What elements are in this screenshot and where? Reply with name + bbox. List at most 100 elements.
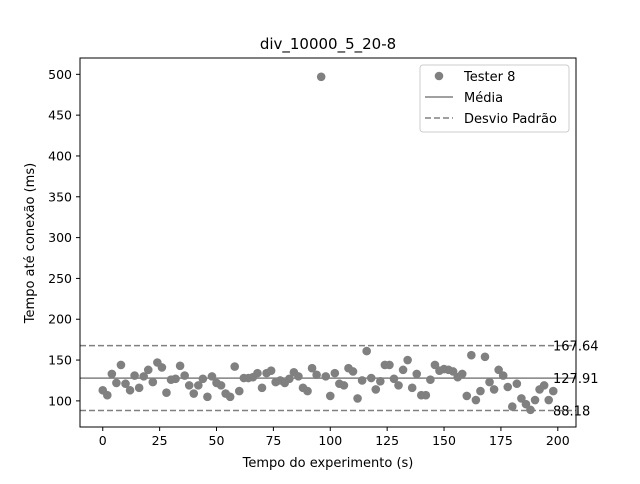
data-point bbox=[312, 370, 321, 380]
x-tick-label: 100 bbox=[318, 433, 342, 448]
y-tick-label: 150 bbox=[48, 353, 72, 368]
data-point bbox=[130, 371, 139, 380]
data-point bbox=[462, 391, 472, 401]
data-point bbox=[485, 377, 494, 387]
data-point bbox=[476, 386, 485, 396]
data-point bbox=[376, 376, 385, 386]
data-point bbox=[530, 395, 540, 405]
y-tick-label: 450 bbox=[48, 108, 72, 123]
data-point bbox=[112, 378, 121, 388]
chart-title: div_10000_5_20-8 bbox=[260, 35, 396, 54]
data-point bbox=[403, 355, 412, 365]
data-point bbox=[121, 379, 130, 389]
data-point bbox=[526, 405, 535, 415]
y-tick-label: 200 bbox=[48, 312, 72, 327]
data-point bbox=[426, 375, 435, 384]
data-point bbox=[303, 386, 312, 396]
data-point bbox=[266, 366, 276, 375]
data-point bbox=[348, 367, 358, 376]
data-point bbox=[371, 385, 381, 394]
data-point bbox=[512, 379, 522, 389]
data-point bbox=[294, 372, 303, 381]
data-point bbox=[194, 381, 203, 390]
legend-box bbox=[419, 64, 570, 133]
data-point bbox=[157, 363, 167, 372]
data-point bbox=[103, 390, 112, 400]
y-tick-label: 500 bbox=[48, 67, 72, 82]
data-point bbox=[480, 352, 490, 362]
x-tick-label: 75 bbox=[265, 433, 281, 448]
y-tick-label: 350 bbox=[48, 189, 72, 204]
data-point bbox=[489, 385, 499, 394]
data-point bbox=[503, 382, 513, 392]
plot-frame bbox=[79, 57, 577, 428]
data-point bbox=[385, 360, 394, 370]
data-point bbox=[180, 371, 189, 380]
data-point bbox=[353, 394, 362, 403]
x-axis-label: Tempo do experimento (s) bbox=[242, 456, 414, 471]
data-point bbox=[225, 392, 235, 402]
std-upper-label: 167.64 bbox=[553, 340, 599, 355]
x-tick-label: 150 bbox=[432, 433, 456, 448]
y-tick-label: 400 bbox=[48, 148, 72, 163]
data-point bbox=[207, 372, 217, 381]
data-point bbox=[116, 360, 126, 370]
y-tick-label: 100 bbox=[48, 393, 72, 408]
data-point bbox=[548, 386, 558, 396]
x-tick-label: 0 bbox=[99, 433, 107, 448]
data-point bbox=[539, 381, 549, 390]
data-point bbox=[544, 395, 553, 405]
x-tick-label: 175 bbox=[489, 433, 513, 448]
data-point bbox=[507, 402, 517, 411]
legend-std-label: Desvio Padrão bbox=[464, 112, 557, 127]
data-point bbox=[162, 388, 171, 398]
data-point bbox=[457, 369, 467, 379]
x-tick-label: 25 bbox=[152, 433, 168, 448]
data-point bbox=[316, 72, 326, 82]
data-point bbox=[234, 386, 244, 396]
data-point bbox=[498, 371, 508, 380]
data-point bbox=[339, 381, 349, 390]
data-point bbox=[325, 391, 335, 401]
data-point bbox=[125, 385, 135, 395]
data-point bbox=[394, 381, 403, 390]
data-point bbox=[134, 383, 144, 393]
data-point bbox=[107, 369, 117, 379]
x-tick-label: 50 bbox=[209, 433, 225, 448]
data-point bbox=[189, 389, 199, 398]
x-tick-label: 200 bbox=[546, 433, 570, 448]
data-point bbox=[467, 350, 476, 360]
data-point bbox=[257, 383, 267, 393]
data-point bbox=[143, 365, 153, 375]
data-point bbox=[321, 372, 331, 381]
legend: Tester 8 Média Desvio Padrão bbox=[419, 64, 570, 133]
data-point bbox=[230, 362, 240, 371]
y-tick-label: 250 bbox=[48, 271, 72, 286]
data-point bbox=[148, 377, 158, 387]
legend-mean-label: Média bbox=[464, 91, 503, 106]
mean-value-label: 127.91 bbox=[553, 372, 599, 387]
y-tick-label: 300 bbox=[48, 230, 72, 245]
data-point bbox=[330, 368, 340, 378]
data-point bbox=[471, 395, 481, 405]
data-point bbox=[203, 392, 212, 402]
data-point bbox=[216, 381, 226, 390]
y-axis-label: Tempo até conexão (ms) bbox=[23, 163, 38, 324]
data-point bbox=[307, 363, 317, 373]
reference-line-labels: 167.64 127.91 88.18 bbox=[553, 340, 599, 420]
axes: 0 25 50 75 100 125 150 175 200 100 150 200 250 300 350… bbox=[48, 57, 577, 448]
legend-point-marker bbox=[434, 71, 444, 81]
data-point bbox=[412, 369, 422, 379]
data-point bbox=[389, 374, 399, 384]
data-point bbox=[184, 381, 194, 390]
data-point bbox=[357, 376, 367, 385]
x-tick-label: 125 bbox=[375, 433, 399, 448]
std-lower-label: 88.18 bbox=[553, 405, 590, 420]
data-point bbox=[362, 346, 371, 356]
data-point bbox=[253, 368, 262, 378]
data-point bbox=[407, 383, 417, 393]
data-point bbox=[366, 373, 376, 383]
data-point bbox=[175, 361, 185, 371]
